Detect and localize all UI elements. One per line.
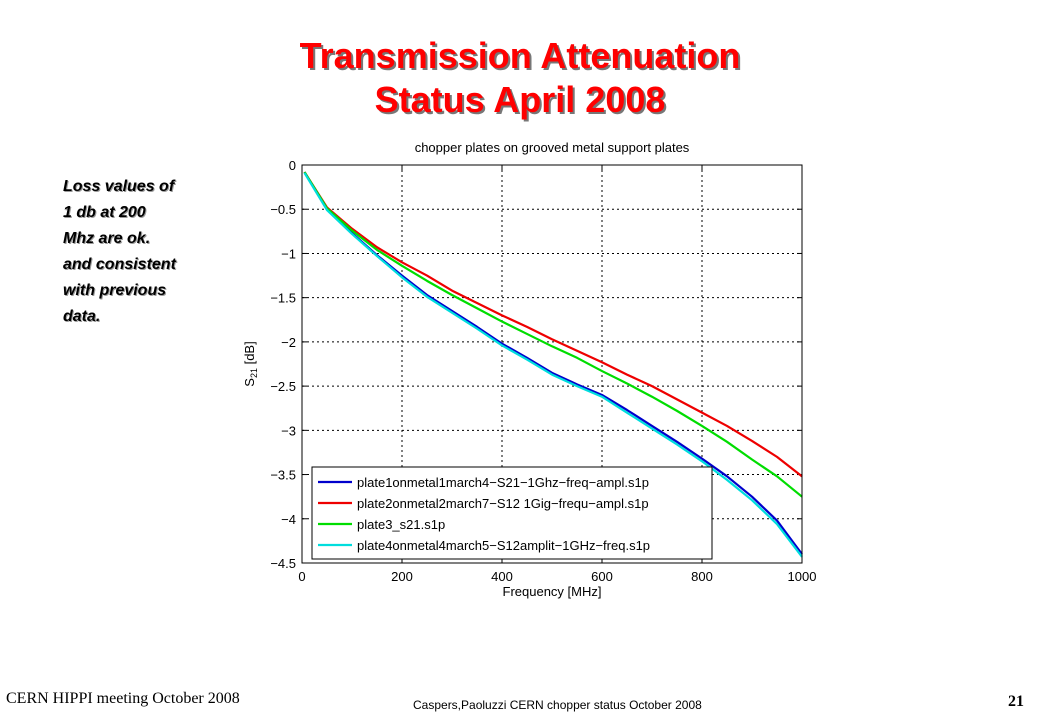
y-tick-label: −3.5: [270, 468, 296, 483]
y-tick-label: −2.5: [270, 379, 296, 394]
legend-label: plate4onmetal4march5−S12amplit−1GHz−freq…: [357, 538, 650, 553]
y-tick-label: −0.5: [270, 202, 296, 217]
y-tick-label: −1.5: [270, 291, 296, 306]
x-tick-label: 800: [691, 569, 713, 584]
x-tick-label: 400: [491, 569, 513, 584]
note-line: Loss values of: [63, 178, 175, 195]
note-line: and consistent: [63, 256, 176, 273]
y-axis-label-unit: [dB]: [242, 341, 257, 368]
x-tick-label: 600: [591, 569, 613, 584]
legend-box: [311, 466, 713, 560]
chart-title: chopper plates on grooved metal support …: [415, 140, 690, 155]
y-tick-label: −2: [281, 335, 296, 350]
series-line: [303, 172, 803, 558]
slide-title-line2: Status April 2008: [374, 79, 666, 120]
y-tick-label: −1: [281, 246, 296, 261]
note-line: with previous: [63, 282, 167, 299]
series-line: [303, 171, 803, 498]
y-axis-label-main: S: [242, 378, 257, 387]
footer-left: CERN HIPPI meeting October 2008: [6, 690, 240, 707]
legend-label: plate2onmetal2march7−S12 1Gig−frequ−ampl…: [357, 496, 649, 511]
attenuation-chart: chopper plates on grooved metal support …: [242, 140, 816, 599]
series-line: [303, 171, 803, 478]
note-line: data.: [63, 308, 101, 325]
footer-center: Caspers,Paoluzzi CERN chopper status Oct…: [413, 698, 702, 712]
note-line: 1 db at 200: [63, 204, 146, 221]
slide-title-line1: Transmission Attenuation: [299, 35, 741, 76]
legend: plate1onmetal1march4−S21−1Ghz−freq−ampl.…: [311, 466, 713, 560]
loss-note: Loss values of 1 db at 200 Mhz are ok. a…: [63, 174, 213, 330]
note-line: Mhz are ok.: [63, 230, 151, 247]
x-tick-label: 200: [391, 569, 413, 584]
y-tick-label: −4: [281, 512, 296, 527]
y-tick-label: −3: [281, 423, 296, 438]
legend-label: plate1onmetal1march4−S21−1Ghz−freq−ampl.…: [357, 475, 649, 490]
y-axis-label-sub: 21: [249, 368, 259, 378]
x-tick-label: 0: [298, 569, 305, 584]
page-number: 21: [1008, 693, 1024, 710]
legend-label: plate3_s21.s1p: [357, 517, 445, 532]
y-tick-label: 0: [289, 158, 296, 173]
y-tick-label: −4.5: [270, 556, 296, 571]
x-tick-labels: 0 200 400 600 800 1000: [298, 569, 816, 584]
y-axis-label: S21 [dB]: [242, 341, 259, 386]
y-tick-labels: 0 −0.5 −1 −1.5 −2 −2.5 −3 −3.5 −4 −4.5: [270, 158, 296, 571]
x-tick-label: 1000: [788, 569, 817, 584]
x-axis-label: Frequency [MHz]: [503, 584, 602, 599]
plot-frame: [301, 164, 803, 564]
series-lines: [303, 171, 803, 558]
